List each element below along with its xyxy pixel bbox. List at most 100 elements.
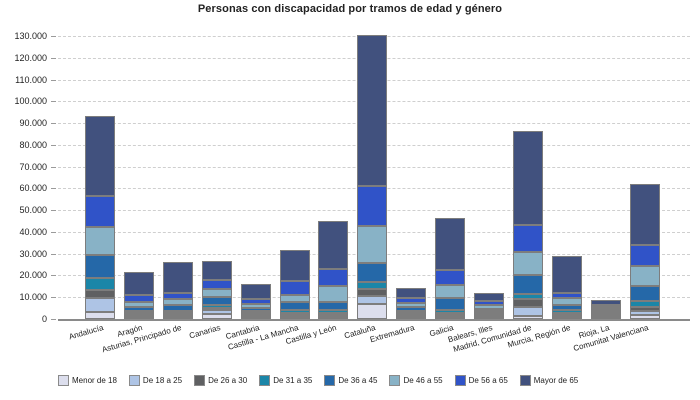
bar-segment[interactable]: [318, 268, 349, 287]
bar-segment[interactable]: [85, 227, 115, 256]
bar-segment[interactable]: [123, 272, 154, 296]
bar-segment[interactable]: [240, 311, 271, 313]
bar-segment[interactable]: [629, 244, 660, 266]
stacked-bar-9[interactable]: [396, 288, 427, 319]
bar-segment[interactable]: [201, 307, 232, 310]
bar-segment[interactable]: [162, 315, 193, 317]
bar-segment[interactable]: [474, 311, 504, 313]
bar-segment[interactable]: [396, 313, 427, 315]
bar-segment[interactable]: [85, 289, 115, 298]
legend-item[interactable]: Mayor de 65: [519, 375, 578, 386]
bar-segment[interactable]: [512, 130, 543, 225]
bar-segment[interactable]: [590, 317, 621, 319]
bar-segment[interactable]: [357, 288, 388, 296]
stacked-bar-7[interactable]: [318, 221, 349, 319]
legend-item[interactable]: De 18 a 25: [128, 375, 182, 386]
legend-item[interactable]: De 46 a 55: [389, 375, 443, 386]
bar-segment[interactable]: [551, 292, 582, 299]
bar-segment[interactable]: [474, 315, 504, 317]
bar-segment[interactable]: [201, 261, 232, 280]
bar-segment[interactable]: [201, 309, 232, 314]
bar-segment[interactable]: [357, 281, 388, 289]
bar-segment[interactable]: [201, 279, 232, 289]
bar-segment[interactable]: [162, 317, 193, 319]
stacked-bar-11[interactable]: [474, 292, 504, 319]
bar-segment[interactable]: [590, 307, 621, 309]
bar-segment[interactable]: [435, 284, 466, 298]
bar-segment[interactable]: [396, 307, 427, 311]
stacked-bar-4[interactable]: [201, 261, 232, 319]
legend-item[interactable]: De 36 a 45: [324, 375, 377, 386]
bar-segment[interactable]: [162, 311, 193, 313]
stacked-bar-8[interactable]: [357, 35, 388, 319]
bar-segment[interactable]: [590, 315, 621, 317]
stacked-bar-1[interactable]: [85, 115, 115, 319]
bar-segment[interactable]: [629, 306, 660, 311]
bar-segment[interactable]: [590, 309, 621, 311]
bar-segment[interactable]: [435, 316, 466, 319]
bar-segment[interactable]: [279, 317, 310, 319]
legend-item[interactable]: De 26 a 30: [194, 375, 247, 386]
bar-segment[interactable]: [512, 293, 543, 299]
stacked-bar-3[interactable]: [162, 262, 193, 319]
bar-segment[interactable]: [240, 313, 271, 315]
bar-segment[interactable]: [162, 313, 193, 315]
bar-segment[interactable]: [201, 313, 232, 319]
bar-segment[interactable]: [474, 292, 504, 302]
bar-segment[interactable]: [629, 265, 660, 286]
bar-segment[interactable]: [396, 317, 427, 319]
bar-segment[interactable]: [240, 303, 271, 309]
stacked-bar-12[interactable]: [512, 130, 543, 319]
bar-segment[interactable]: [590, 299, 621, 305]
bar-segment[interactable]: [551, 310, 582, 313]
bar-segment[interactable]: [240, 284, 271, 300]
bar-segment[interactable]: [396, 298, 427, 303]
bar-segment[interactable]: [474, 304, 504, 309]
bar-segment[interactable]: [629, 310, 660, 316]
bar-segment[interactable]: [279, 309, 310, 313]
bar-segment[interactable]: [590, 313, 621, 315]
bar-segment[interactable]: [357, 225, 388, 264]
bar-segment[interactable]: [85, 196, 115, 228]
bar-segment[interactable]: [318, 315, 349, 317]
bar-segment[interactable]: [357, 304, 388, 319]
bar-segment[interactable]: [85, 255, 115, 278]
bar-segment[interactable]: [551, 317, 582, 319]
bar-segment[interactable]: [318, 313, 349, 315]
bar-segment[interactable]: [474, 308, 504, 311]
bar-segment[interactable]: [512, 316, 543, 319]
bar-segment[interactable]: [590, 311, 621, 313]
bar-segment[interactable]: [318, 317, 349, 319]
bar-segment[interactable]: [240, 315, 271, 317]
bar-segment[interactable]: [396, 315, 427, 317]
bar-segment[interactable]: [357, 295, 388, 305]
bar-segment[interactable]: [162, 304, 193, 311]
bar-segment[interactable]: [629, 300, 660, 307]
bar-segment[interactable]: [512, 298, 543, 307]
bar-segment[interactable]: [123, 313, 154, 315]
bar-segment[interactable]: [435, 314, 466, 317]
bar-segment[interactable]: [551, 255, 582, 293]
legend-item[interactable]: De 31 a 35: [259, 375, 312, 386]
stacked-bar-13[interactable]: [551, 255, 582, 319]
bar-segment[interactable]: [318, 221, 349, 269]
bar-segment[interactable]: [435, 312, 466, 315]
bar-segment[interactable]: [474, 317, 504, 319]
bar-segment[interactable]: [279, 250, 310, 282]
bar-segment[interactable]: [551, 315, 582, 317]
bar-segment[interactable]: [240, 317, 271, 319]
stacked-bar-10[interactable]: [435, 218, 466, 319]
legend-item[interactable]: De 56 a 65: [454, 375, 508, 386]
bar-segment[interactable]: [123, 301, 154, 307]
bar-segment[interactable]: [162, 292, 193, 299]
bar-segment[interactable]: [396, 302, 427, 308]
bar-segment[interactable]: [629, 315, 660, 319]
stacked-bar-2[interactable]: [123, 272, 154, 319]
stacked-bar-6[interactable]: [279, 250, 310, 319]
bar-segment[interactable]: [279, 294, 310, 303]
stacked-bar-5[interactable]: [240, 284, 271, 319]
bar-segment[interactable]: [629, 285, 660, 301]
bar-segment[interactable]: [85, 277, 115, 290]
bar-segment[interactable]: [279, 281, 310, 295]
bar-segment[interactable]: [279, 313, 310, 315]
